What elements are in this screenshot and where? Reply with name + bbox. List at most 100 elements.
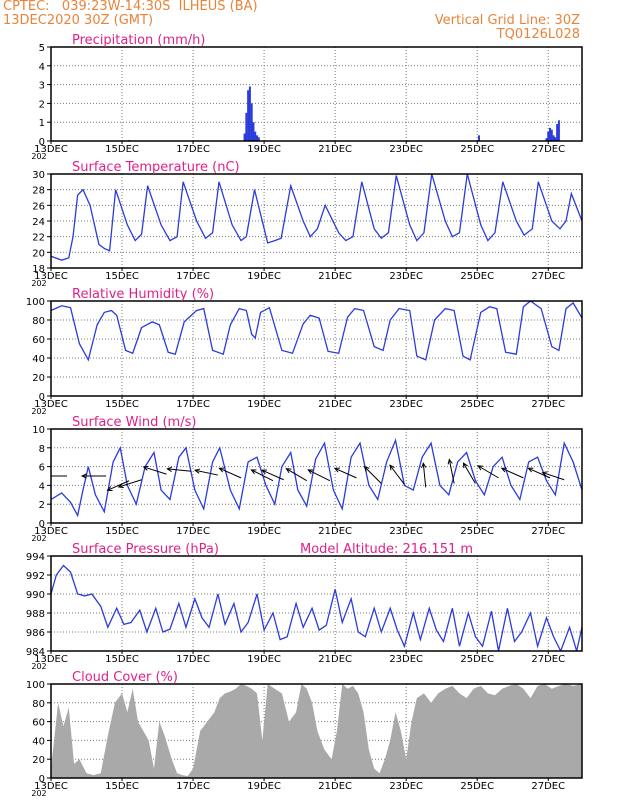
header-run-code: TQ0126L028 <box>496 27 580 42</box>
wind-arrow <box>422 463 427 488</box>
y-tick-label: 992 <box>26 571 45 582</box>
y-tick-label: 22 <box>32 233 45 244</box>
x-tick-label: 21DEC <box>318 526 352 537</box>
wind-arrow <box>477 465 499 479</box>
x-tick-label: 27DEC <box>531 271 565 282</box>
wind-arrow-head <box>541 471 548 477</box>
y-tick-label: 4 <box>39 62 45 73</box>
wind-arrow <box>501 467 524 479</box>
humidity-series <box>51 301 582 362</box>
x-tick-label: 23DEC <box>389 271 423 282</box>
x-tick-label: 17DEC <box>176 144 210 155</box>
y-tick-label: 0 <box>39 774 45 785</box>
plot-frame <box>50 555 583 652</box>
y-tick-label: 40 <box>32 736 45 747</box>
humidity-panel: 0 20 40 60 80 100 13DEC 15DEC 17DEC 19DEC 21DEC 23D… <box>26 287 583 416</box>
precip-bar <box>243 133 246 141</box>
x-tick-label: 19DEC <box>247 144 281 155</box>
x-tick-label: 15DEC <box>105 399 139 410</box>
precip-bar <box>247 90 250 141</box>
temperature-series <box>51 174 582 261</box>
x-tick-label: 21DEC <box>318 654 352 665</box>
x-year-fragment: 202 <box>31 152 46 161</box>
wind-arrow <box>107 480 130 491</box>
x-tick-label: 19DEC <box>247 271 281 282</box>
wind-arrow <box>143 466 167 475</box>
x-tick-label: 25DEC <box>460 781 494 792</box>
wind-arrow-head <box>447 458 453 465</box>
y-tick-label: 3 <box>39 81 45 92</box>
y-tick-label: 28 <box>32 186 45 197</box>
wind-arrow-head <box>218 467 225 473</box>
precip-bar <box>254 131 257 141</box>
x-tick-label: 15DEC <box>105 654 139 665</box>
y-tick-label: 1 <box>39 118 45 129</box>
plot-frame <box>50 683 583 779</box>
wind-arrow <box>463 462 476 484</box>
wind-arrow <box>286 468 307 482</box>
x-tick-label: 17DEC <box>176 654 210 665</box>
x-tick-label: 21DEC <box>318 399 352 410</box>
y-tick-label: 60 <box>32 718 45 729</box>
wind-arrow-head <box>462 462 468 469</box>
wind-arrow <box>251 469 274 482</box>
x-tick-label: 27DEC <box>531 144 565 155</box>
y-tick-label: 990 <box>26 590 45 601</box>
y-tick-label: 5 <box>39 43 45 54</box>
x-tick-label: 19DEC <box>247 781 281 792</box>
panel-annotation: Model Altitude: 216.151 m <box>300 542 473 557</box>
x-tick-label: 25DEC <box>460 399 494 410</box>
y-tick-label: 30 <box>32 170 45 181</box>
y-tick-label: 986 <box>26 628 45 639</box>
x-tick-label: 25DEC <box>460 144 494 155</box>
y-tick-label: 100 <box>26 680 45 691</box>
cloud-panel: 0 20 40 60 80 100 13DEC 15DEC 17DEC 19DEC 21DEC 23D… <box>26 670 583 798</box>
x-tick-label: 23DEC <box>389 781 423 792</box>
header-line2: 13DEC2020 30Z (GMT) <box>3 13 154 28</box>
y-tick-label: 994 <box>26 552 45 563</box>
x-tick-label: 19DEC <box>247 399 281 410</box>
wind-arrow <box>261 469 284 481</box>
wind-arrow-head <box>31 474 36 478</box>
precip-bar <box>554 137 557 141</box>
wind-arrow-head <box>307 469 314 475</box>
x-tick-label: 27DEC <box>531 781 565 792</box>
x-year-fragment: 202 <box>31 789 46 798</box>
plot-frame <box>50 428 583 524</box>
plot-frame <box>50 300 583 397</box>
y-tick-label: 4 <box>39 481 45 492</box>
x-tick-label: 27DEC <box>531 654 565 665</box>
pressure-panel: 984 986 988 990 992 994 13DEC 15DEC 17DEC 19DEC 21… <box>26 542 583 671</box>
x-tick-label: 21DEC <box>318 781 352 792</box>
precip-bar <box>556 124 559 141</box>
precipitation-panel: 0 1 2 3 4 5 13DEC 15DEC 17DEC 19DEC 21DEC 23DEC 25DE… <box>31 33 583 161</box>
temperature-panel: 18 20 22 24 26 28 30 13DEC 15DEC 17DEC 19DEC 21DEC 2… <box>31 160 583 288</box>
x-year-fragment: 202 <box>31 662 46 671</box>
precip-bar <box>248 86 251 141</box>
header-line1: CPTEC: 039:23W-14:30S ILHEUS (BA) <box>3 0 258 14</box>
panel-title: Surface Temperature (nC) <box>72 160 240 175</box>
wind-arrow <box>167 468 192 472</box>
x-tick-label: 15DEC <box>105 271 139 282</box>
y-tick-label: 988 <box>26 609 45 620</box>
y-tick-label: 984 <box>26 647 45 658</box>
cloud-series <box>51 684 582 778</box>
precip-bar <box>547 131 550 141</box>
x-tick-label: 25DEC <box>460 526 494 537</box>
precip-bar <box>252 122 255 141</box>
wind-arrow-head <box>117 483 124 489</box>
wind-arrow-head <box>363 465 370 472</box>
y-tick-label: 20 <box>32 373 45 384</box>
panel-title: Surface Pressure (hPa) <box>72 542 219 557</box>
y-tick-label: 40 <box>32 354 45 365</box>
x-year-fragment: 202 <box>31 279 46 288</box>
x-tick-label: 17DEC <box>176 271 210 282</box>
wind-arrow <box>219 467 242 479</box>
temperature-line <box>51 174 582 261</box>
precip-bar <box>550 129 553 141</box>
humidity-line <box>51 301 582 362</box>
wind-arrow-head <box>500 467 507 473</box>
x-tick-label: 19DEC <box>247 526 281 537</box>
plot-frame <box>50 173 583 269</box>
x-year-fragment: 202 <box>31 407 46 416</box>
